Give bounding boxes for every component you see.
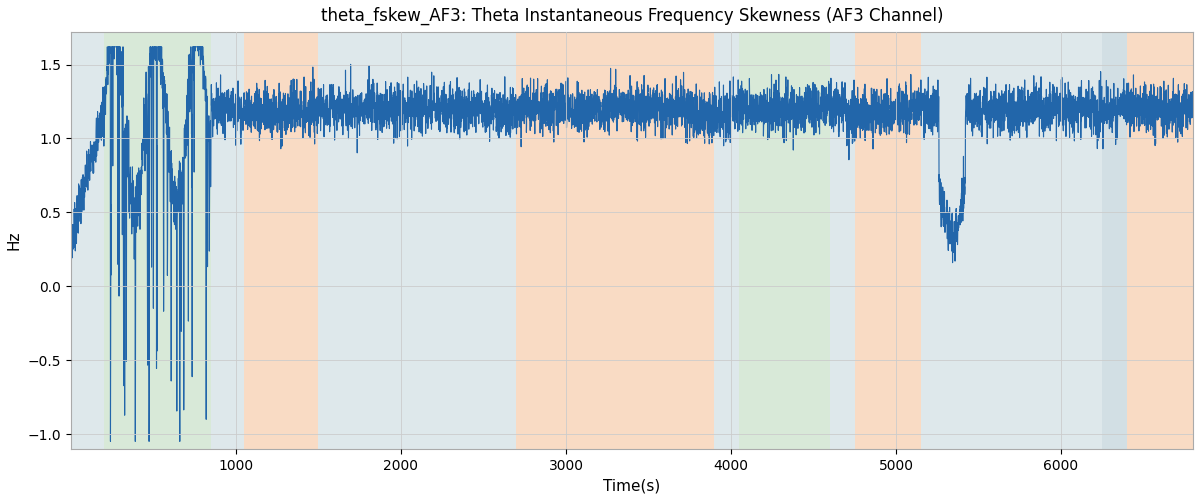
Bar	[920, 32, 1103, 449]
X-axis label: Time(s): Time(s)	[604, 478, 660, 493]
Title: theta_fskew_AF3: Theta Instantaneous Frequency Skewness (AF3 Channel): theta_fskew_AF3: Theta Instantaneous Fre…	[320, 7, 943, 25]
Bar	[244, 32, 318, 449]
Bar	[318, 32, 516, 449]
Y-axis label: Hz: Hz	[7, 230, 22, 250]
Bar	[1103, 32, 1127, 449]
Bar	[854, 32, 920, 449]
Bar	[830, 32, 854, 449]
Bar	[104, 32, 211, 449]
Bar	[1127, 32, 1193, 449]
Bar	[516, 32, 714, 449]
Bar	[714, 32, 739, 449]
Bar	[739, 32, 830, 449]
Bar	[211, 32, 244, 449]
Bar	[71, 32, 104, 449]
